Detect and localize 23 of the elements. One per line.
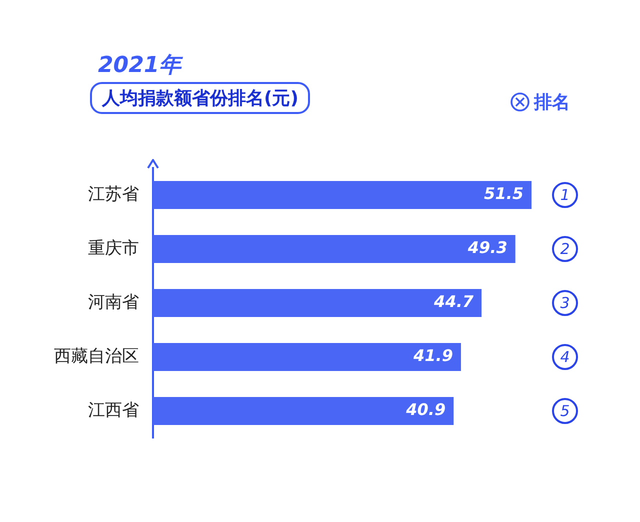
y-tick-label: 江苏省: [88, 184, 139, 204]
data-label: 44.7: [433, 292, 474, 312]
circle-badge: 1: [552, 182, 578, 208]
chart-title: 2021年: [98, 52, 182, 80]
bar: [153, 288, 482, 318]
data-label: 49.3: [466, 238, 508, 258]
data-label: 40.9: [405, 400, 446, 420]
data-label: 51.5: [484, 184, 524, 204]
bar: [153, 234, 516, 264]
circle-badge: 3: [552, 290, 578, 316]
bar: [153, 342, 461, 372]
data-label: 41.9: [412, 346, 453, 366]
y-tick-label: 重庆市: [88, 238, 139, 258]
circle-badge: 4: [552, 344, 578, 370]
circle-badge: 2: [552, 236, 578, 262]
y-tick-label: 西藏自治区: [54, 346, 139, 366]
y-tick-label: 河南省: [88, 292, 139, 312]
bar: [153, 180, 532, 210]
legend-title: 排名: [534, 91, 570, 114]
bar: [153, 396, 454, 426]
y-tick-label: 江西省: [88, 400, 139, 420]
chart-subtitle: 人均捐款额省份排名(元): [90, 82, 310, 114]
circle-badge: 5: [552, 398, 578, 424]
